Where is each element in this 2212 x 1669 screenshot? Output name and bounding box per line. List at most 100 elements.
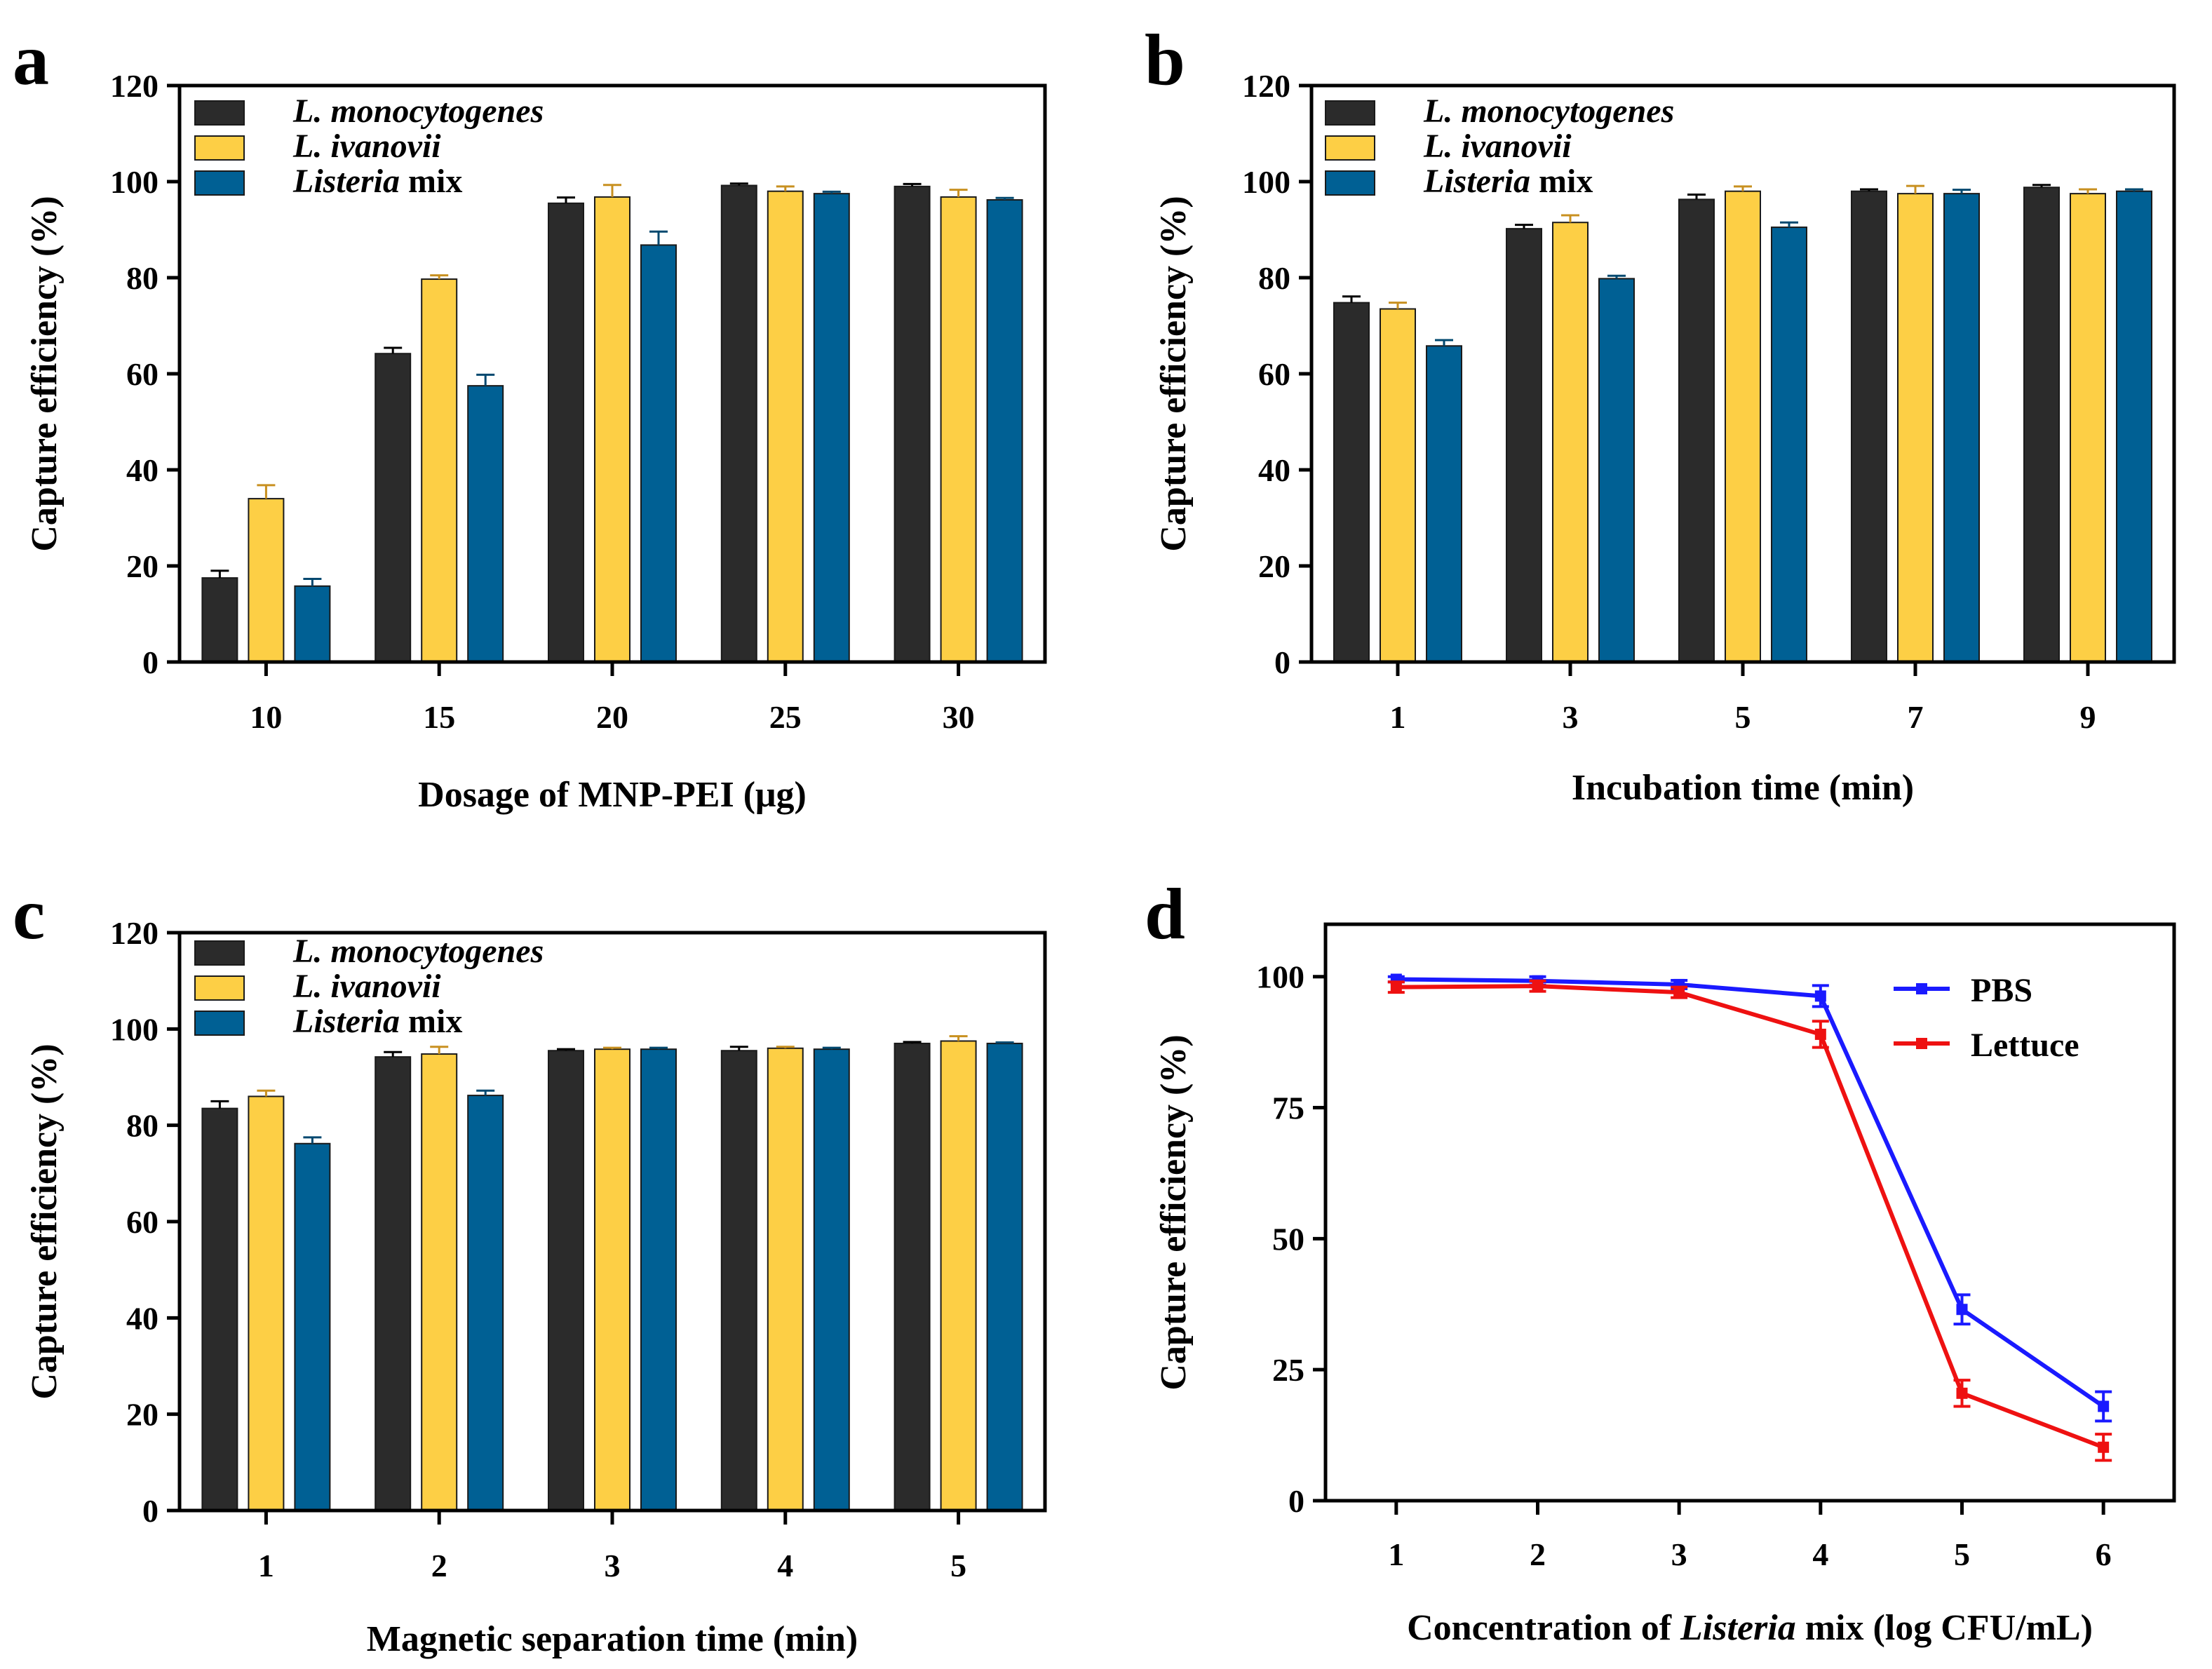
bar	[548, 1050, 584, 1511]
x-tick-label: 20	[596, 699, 628, 735]
legend-label: L. monocytogenes	[1423, 93, 1674, 130]
x-tick-label: 2	[1530, 1536, 1546, 1572]
legend-label: L. monocytogenes	[292, 933, 544, 970]
data-point	[1673, 987, 1685, 999]
x-axis-title: Incubation time (min)	[1572, 768, 1914, 808]
bar	[940, 1040, 977, 1511]
y-axis-title: Capture efficiency (%)	[25, 1043, 65, 1399]
x-tick-label: 15	[423, 699, 455, 735]
panel-letter-d: d	[1145, 874, 1185, 954]
bar	[1725, 190, 1761, 663]
legend-swatch	[194, 170, 245, 196]
data-point	[2098, 1441, 2110, 1453]
bar	[1897, 193, 1934, 663]
bar	[201, 577, 238, 663]
y-tick-label: 80	[1258, 260, 1290, 296]
y-axis-title: Capture efficiency (%)	[1154, 1034, 1194, 1390]
x-axis-title: Magnetic separation time (min)	[367, 1619, 858, 1659]
y-tick-label: 100	[1256, 959, 1304, 995]
chart-panel-c: c 0 20 40 60 80 100 120 Capture efficiency (%) Ma…	[13, 874, 1047, 1659]
x-tick-label: 1	[1390, 699, 1406, 735]
bar	[467, 385, 504, 663]
x-tick-label: 4	[777, 1548, 793, 1583]
bar	[986, 199, 1023, 663]
data-point	[1390, 981, 1402, 993]
plot-frame	[1323, 922, 2176, 1503]
bar	[248, 1095, 285, 1511]
bar	[375, 353, 412, 663]
bar	[594, 1048, 630, 1511]
bar	[1851, 190, 1887, 663]
legend-swatch	[194, 100, 245, 126]
legend-label: Listeria mix	[1423, 163, 1593, 200]
panel-letter-c: c	[13, 874, 45, 954]
x-tick-label: 4	[1812, 1536, 1828, 1572]
bar	[720, 1050, 757, 1511]
x-tick-label: 30	[943, 699, 975, 735]
x-tick-label: 5	[950, 1548, 966, 1583]
data-point	[1532, 980, 1544, 992]
legend-marker	[1916, 983, 1927, 994]
x-tick-label: 1	[258, 1548, 274, 1583]
series-line	[1396, 984, 2105, 1450]
plot-frame	[1309, 83, 2176, 664]
y-tick-label: 60	[126, 356, 159, 392]
bar	[1943, 193, 1980, 663]
y-tick-label: 100	[1242, 164, 1290, 200]
bar	[1506, 228, 1542, 663]
x-tick-label: 5	[1735, 699, 1751, 735]
chart-panel-b: b 0 20 40 60 80 100 120 Capture efficiency (%) In…	[1145, 20, 2176, 808]
y-tick-label: 120	[110, 915, 159, 951]
x-tick-label: 1	[1388, 1536, 1404, 1572]
y-tick-label: 75	[1272, 1090, 1304, 1126]
data-point	[2098, 1400, 2110, 1412]
y-tick-label: 0	[1288, 1483, 1304, 1519]
bar	[986, 1042, 1023, 1511]
bar	[767, 1047, 804, 1512]
bar	[640, 244, 677, 663]
legend-label: Lettuce	[1971, 1027, 2079, 1064]
y-tick-label: 20	[126, 548, 159, 584]
y-tick-label: 50	[1272, 1221, 1304, 1257]
legend-marker	[1916, 1038, 1927, 1049]
y-tick-label: 80	[126, 260, 159, 296]
y-tick-label: 0	[142, 1493, 159, 1529]
panel-letter-a: a	[13, 20, 49, 100]
y-tick-label: 60	[126, 1204, 159, 1240]
bar	[767, 190, 804, 663]
bar	[720, 184, 757, 663]
legend-label: PBS	[1971, 972, 2032, 1009]
bar	[813, 1048, 850, 1511]
bar	[421, 1053, 458, 1512]
y-axis-title: Capture efficiency (%)	[1154, 196, 1194, 551]
x-tick-label: 3	[1563, 699, 1579, 735]
bar	[893, 185, 931, 663]
legend-swatch	[194, 940, 245, 966]
panel-letter-b: b	[1145, 20, 1185, 100]
chart-panel-a: a 0 20 40 60 80 100 120 Capture efficiency (%) Do…	[13, 20, 1047, 815]
x-tick-label: 7	[1908, 699, 1924, 735]
legend-swatch	[1325, 100, 1375, 126]
y-tick-label: 40	[126, 1300, 159, 1336]
data-point	[1956, 1304, 1968, 1316]
legend-swatch	[194, 135, 245, 161]
x-axis-title: Concentration of Listeria mix (log CFU/m…	[1407, 1608, 2093, 1648]
x-tick-label: 25	[769, 699, 802, 735]
bar	[201, 1107, 238, 1511]
legend-label: L. ivanovii	[1423, 128, 1572, 165]
bar	[1771, 227, 1807, 663]
x-tick-label: 2	[431, 1548, 447, 1583]
bar	[813, 193, 850, 663]
series-line	[1396, 977, 2105, 1408]
bar	[248, 498, 285, 663]
y-tick-label: 40	[126, 452, 159, 488]
y-tick-label: 100	[110, 1011, 159, 1047]
bar	[294, 585, 331, 663]
bar	[1333, 302, 1370, 663]
data-point	[1956, 1387, 1968, 1399]
x-tick-label: 3	[1671, 1536, 1687, 1572]
y-tick-label: 0	[1274, 644, 1290, 680]
y-axis-title: Capture efficiency (%)	[25, 196, 65, 551]
